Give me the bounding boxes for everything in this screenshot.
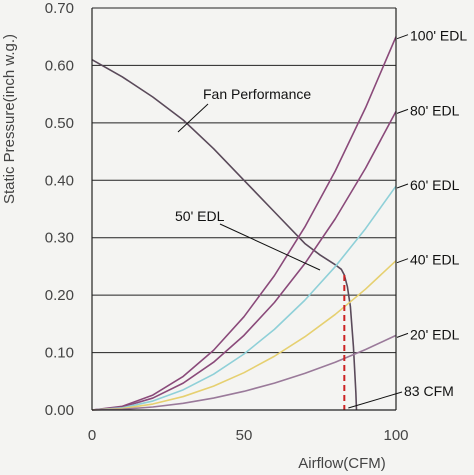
tick-labels: 0.00 0.10 0.20 0.30 0.40 0.50 0.60 0.70 0 50 100 (45, 0, 409, 444)
fan-performance-label: Fan Performance (203, 86, 311, 102)
y-tick-label: 0.40 (45, 172, 74, 189)
series-line-80-edl (91, 110, 397, 411)
y-tick-label: 0.00 (45, 402, 74, 419)
curve-label-leader (396, 34, 409, 40)
series-line-100-edl (91, 36, 397, 411)
series-lines (91, 36, 397, 411)
y-tick-label: 0.60 (45, 57, 74, 74)
curve-label: 80' EDL (410, 102, 460, 118)
curve-label: 100' EDL (410, 28, 467, 44)
annotations: Fan Performance 50' EDL 83 CFM (175, 86, 454, 409)
x-tick-label: 50 (236, 427, 253, 444)
y-axis-label: Static Pressure(inch w.g.) (1, 34, 18, 204)
y-tick-label: 0.50 (45, 115, 74, 132)
y-tick-label: 0.20 (45, 287, 74, 304)
edl-50-leader (219, 223, 321, 271)
y-tick-label: 0.10 (45, 345, 74, 362)
x-tick-label: 100 (383, 427, 408, 444)
curve-label-leader (396, 108, 409, 114)
cfm-83-leader (348, 391, 403, 409)
curve-label: 40' EDL (410, 252, 460, 268)
axes (91, 8, 397, 411)
fan-performance-leader (177, 103, 209, 133)
cfm-83-label: 83 CFM (404, 383, 454, 399)
curve-label-leader (396, 258, 409, 264)
curve-label-leader (396, 332, 409, 338)
curve-label: 20' EDL (410, 326, 460, 342)
x-axis-label: Airflow(CFM) (298, 455, 386, 472)
series-line-60-edl (91, 185, 397, 411)
series-line-fan-performance (91, 58, 358, 411)
edl-50-label: 50' EDL (175, 208, 225, 224)
series-line-20-edl (91, 334, 397, 411)
curve-label-leader (396, 183, 409, 189)
curve-label: 60' EDL (410, 177, 460, 193)
curve-labels: 100' EDL 80' EDL 60' EDL 40' EDL 20' EDL (396, 28, 467, 342)
x-tick-label: 0 (88, 427, 96, 444)
series-line-40-edl (91, 260, 397, 411)
gridlines (92, 7, 396, 354)
y-tick-label: 0.70 (45, 0, 74, 17)
y-tick-label: 0.30 (45, 230, 74, 247)
